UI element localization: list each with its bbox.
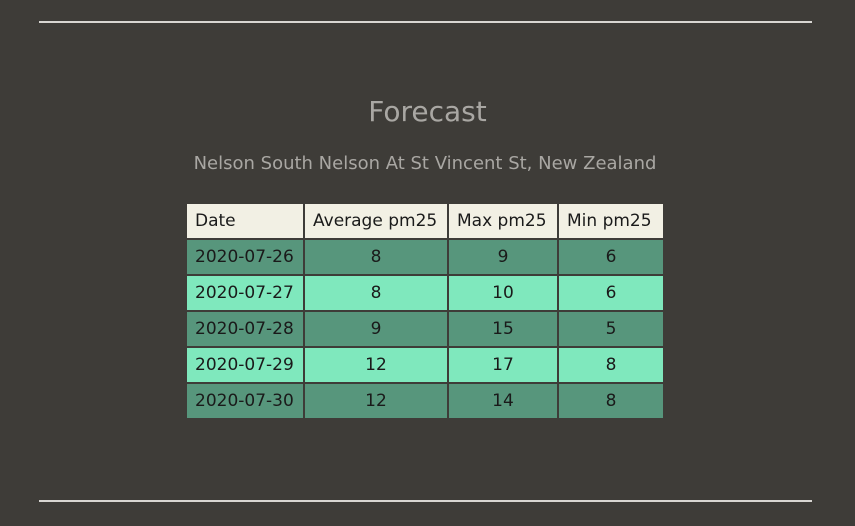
table-row: 2020-07-27 8 10 6 (185, 274, 665, 312)
cell-date: 2020-07-30 (185, 382, 305, 420)
header-max-pm25: Max pm25 (447, 202, 559, 240)
cell-max-pm25: 17 (447, 346, 559, 384)
cell-date: 2020-07-29 (185, 346, 305, 384)
table-row: 2020-07-28 9 15 5 (185, 310, 665, 348)
header-min-pm25: Min pm25 (557, 202, 665, 240)
table-row: 2020-07-30 12 14 8 (185, 382, 665, 420)
cell-min-pm25: 6 (557, 238, 665, 276)
cell-min-pm25: 8 (557, 382, 665, 420)
cell-average-pm25: 12 (303, 346, 449, 384)
bottom-divider (39, 500, 812, 502)
cell-max-pm25: 15 (447, 310, 559, 348)
header-average-pm25: Average pm25 (303, 202, 449, 240)
cell-average-pm25: 12 (303, 382, 449, 420)
location-subtitle: Nelson South Nelson At St Vincent St, Ne… (193, 153, 657, 174)
cell-average-pm25: 8 (303, 238, 449, 276)
cell-max-pm25: 14 (447, 382, 559, 420)
cell-min-pm25: 5 (557, 310, 665, 348)
cell-date: 2020-07-27 (185, 274, 305, 312)
top-divider (39, 21, 812, 23)
cell-average-pm25: 8 (303, 274, 449, 312)
page-title: Forecast (368, 95, 487, 128)
cell-average-pm25: 9 (303, 310, 449, 348)
forecast-table: Date Average pm25 Max pm25 Min pm25 2020… (185, 202, 665, 420)
cell-max-pm25: 10 (447, 274, 559, 312)
cell-date: 2020-07-26 (185, 238, 305, 276)
table-row: 2020-07-29 12 17 8 (185, 346, 665, 384)
header-date: Date (185, 202, 305, 240)
cell-max-pm25: 9 (447, 238, 559, 276)
cell-min-pm25: 6 (557, 274, 665, 312)
table-header-row: Date Average pm25 Max pm25 Min pm25 (185, 202, 665, 240)
cell-min-pm25: 8 (557, 346, 665, 384)
cell-date: 2020-07-28 (185, 310, 305, 348)
table-row: 2020-07-26 8 9 6 (185, 238, 665, 276)
